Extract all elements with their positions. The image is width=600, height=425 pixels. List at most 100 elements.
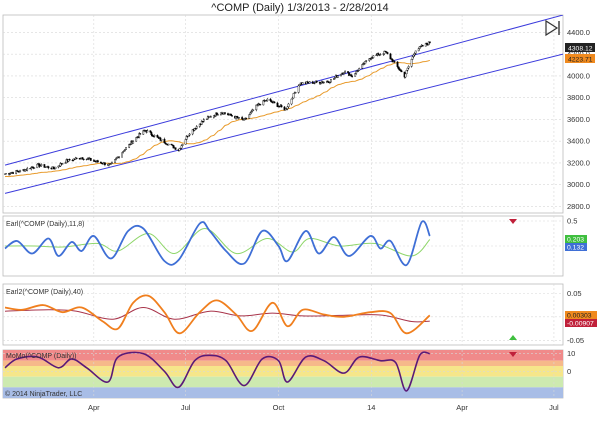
price-candle xyxy=(405,69,408,75)
price-candle xyxy=(294,91,297,94)
price-candle xyxy=(301,82,304,85)
price-candle xyxy=(100,162,103,165)
y-tick-label: 10 xyxy=(567,349,575,358)
price-candle xyxy=(128,143,131,149)
price-candle xyxy=(365,60,368,63)
y-tick-label: -0.05 xyxy=(567,336,584,345)
price-candle xyxy=(357,69,360,73)
price-candle xyxy=(43,164,46,168)
price-candle xyxy=(79,157,82,160)
price-candle xyxy=(372,55,375,59)
earl-signal-line xyxy=(4,227,431,257)
x-tick-label: Jul xyxy=(549,403,559,412)
channel-lower-line xyxy=(4,53,563,194)
price-candle xyxy=(319,82,322,85)
price-candle xyxy=(59,162,62,167)
price-candle xyxy=(187,134,190,137)
chart-title: ^COMP (Daily) 1/3/2013 - 2/28/2014 xyxy=(211,2,389,14)
price-candle xyxy=(149,130,152,133)
price-candle xyxy=(393,60,396,64)
ma-last-badge: 4223.71 xyxy=(565,54,595,64)
price-candle xyxy=(61,162,64,165)
price-candle xyxy=(428,41,431,44)
price-candle xyxy=(250,110,253,115)
price-candle xyxy=(386,52,389,55)
price-candle xyxy=(262,99,265,106)
price-candle xyxy=(297,84,300,94)
earl-peak-marker xyxy=(509,219,517,224)
price-candle xyxy=(124,148,126,152)
price-candle xyxy=(123,149,125,152)
price-candle xyxy=(89,157,92,162)
price-candle xyxy=(220,112,222,116)
moving-average-line xyxy=(4,59,430,178)
price-candle xyxy=(348,72,350,77)
price-candle xyxy=(71,159,74,162)
price-candle xyxy=(315,80,318,84)
price-candle xyxy=(358,67,361,71)
price-candle xyxy=(178,147,181,152)
price-candle xyxy=(256,103,259,107)
ma-last-value: 4223.71 xyxy=(568,57,593,64)
price-candle xyxy=(195,125,198,130)
price-candle xyxy=(270,99,273,103)
play-end-icon xyxy=(545,19,559,37)
price-candle xyxy=(135,137,138,142)
price-candle xyxy=(284,108,287,111)
price-candle xyxy=(54,166,57,170)
price-candle xyxy=(245,117,248,120)
price-candle xyxy=(96,159,99,163)
scroll-to-end-button[interactable] xyxy=(545,19,560,37)
momo-band-3 xyxy=(3,376,563,388)
price-candle xyxy=(347,71,349,74)
price-candle xyxy=(280,104,283,108)
price-candle xyxy=(174,147,177,150)
earl-last-badge-1: 0.203 xyxy=(565,235,587,244)
price-candle xyxy=(115,157,117,161)
price-candle xyxy=(391,58,394,63)
copyright-text: © 2014 NinjaTrader, LLC xyxy=(5,390,82,398)
price-candle xyxy=(259,104,262,106)
channel-upper-line xyxy=(4,15,563,166)
price-candle xyxy=(15,170,18,175)
earl-last-value-1: 0.203 xyxy=(567,237,584,244)
price-candle xyxy=(39,164,42,167)
y-tick-label: 0 xyxy=(567,367,571,376)
price-candle xyxy=(9,172,11,176)
price-candle xyxy=(47,165,50,170)
price-candle xyxy=(121,152,123,158)
price-candle xyxy=(142,129,145,135)
price-candle xyxy=(287,102,290,109)
price-candle xyxy=(329,81,331,85)
price-candle xyxy=(407,65,410,70)
y-tick-label: 0.05 xyxy=(567,289,582,298)
price-candle xyxy=(425,42,428,46)
price-candle xyxy=(292,93,295,99)
price-candle xyxy=(269,97,272,102)
price-candle xyxy=(330,78,332,83)
price-candle xyxy=(400,69,403,73)
earl-indicator-line xyxy=(4,220,431,266)
y-tick-label: 3000.0 xyxy=(567,180,590,189)
price-candle xyxy=(377,52,380,56)
price-candle xyxy=(238,117,241,119)
price-candle xyxy=(172,144,175,149)
price-candle xyxy=(170,143,173,146)
earl2-last-value-1: 0.00303 xyxy=(567,313,592,320)
price-candle xyxy=(273,101,276,104)
price-candle xyxy=(111,161,113,164)
price-candle xyxy=(424,42,427,47)
price-candle xyxy=(30,166,33,171)
price-candle xyxy=(191,129,194,136)
price-candle xyxy=(81,156,84,160)
price-candle xyxy=(228,113,230,116)
earl2-last-value-2: -0.00907 xyxy=(567,321,594,328)
price-candle xyxy=(286,106,289,111)
momo-band-1 xyxy=(3,360,563,366)
price-candle xyxy=(334,76,336,80)
price-candle xyxy=(383,50,386,56)
price-candle xyxy=(163,137,166,144)
x-tick-label: Apr xyxy=(88,403,100,412)
price-candle xyxy=(26,166,29,172)
x-tick-label: 14 xyxy=(367,403,375,412)
